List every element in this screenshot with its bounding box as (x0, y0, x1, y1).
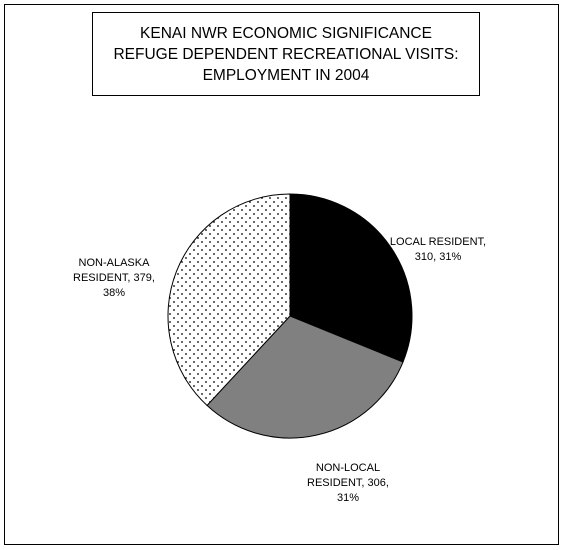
data-label-line: LOCAL RESIDENT, (389, 236, 487, 248)
data-label-line: RESIDENT, 379, (73, 272, 155, 284)
data-label-line: 38% (102, 287, 126, 299)
pie-slice-local-resident (289, 193, 413, 363)
pie-slice-non-local-resident (206, 315, 404, 439)
data-label-non-alaska-resident: NON-ALASKA RESIDENT, 379, 38% (62, 256, 166, 301)
chart-title-line: REFUGE DEPENDENT RECREATIONAL VISITS: (113, 45, 459, 63)
data-label-line: RESIDENT, 306, (307, 477, 389, 489)
chart-title-line: EMPLOYMENT IN 2004 (202, 66, 370, 84)
chart-title: KENAI NWR ECONOMIC SIGNIFICANCE REFUGE D… (92, 12, 480, 96)
pie-slice-non-alaska-resident (167, 193, 291, 407)
data-label-non-local-resident: NON-LOCAL RESIDENT, 306, 31% (286, 461, 410, 506)
data-label-local-resident: LOCAL RESIDENT, 310, 31% (366, 235, 510, 265)
data-label-line: NON-LOCAL (315, 462, 381, 474)
data-label-line: 310, 31% (414, 251, 462, 263)
data-label-line: NON-ALASKA (78, 257, 150, 269)
data-label-line: 31% (336, 492, 360, 504)
chart-title-line: KENAI NWR ECONOMIC SIGNIFICANCE (140, 24, 432, 42)
